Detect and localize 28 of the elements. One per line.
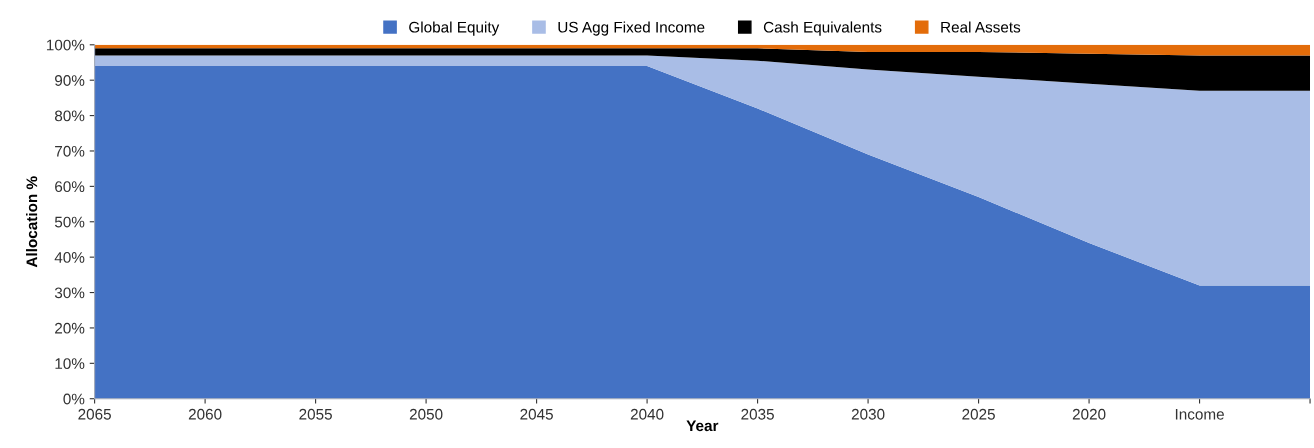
y-tick-label: 100%: [46, 39, 85, 51]
y-tick-label: 90%: [55, 75, 85, 86]
y-axis-title: Allocation %: [26, 176, 38, 268]
y-tick-label: 80%: [54, 110, 85, 122]
y-tick-label: 40%: [54, 252, 85, 263]
x-tick-label: 2020: [1072, 408, 1106, 420]
y-tick-label: 0%: [63, 393, 85, 405]
x-tick-label: Income: [1175, 409, 1224, 420]
legend-label: US Agg Fixed Income: [558, 21, 705, 36]
x-tick-label: 2035: [741, 408, 774, 420]
y-tick-label: 70%: [55, 145, 85, 157]
x-tick-label: 2030: [851, 408, 885, 420]
x-axis-title: Year: [686, 420, 719, 432]
x-tick-label: 2065: [78, 408, 111, 420]
y-tick-label: 50%: [54, 216, 85, 228]
x-tick-label: 2050: [409, 408, 443, 420]
y-tick-label: 10%: [55, 358, 85, 370]
x-tick-label: 2060: [188, 408, 222, 420]
y-tick-label: 20%: [55, 322, 85, 334]
y-tick-label: 30%: [54, 287, 85, 299]
y-tick-label: 60%: [55, 181, 85, 193]
x-tick-label: 2025: [962, 408, 995, 420]
legend-label: Global Equity: [409, 21, 500, 36]
x-tick-label: 2045: [520, 408, 553, 420]
legend-label: Real Assets: [941, 21, 1021, 33]
legend-label: Cash Equivalents: [763, 21, 882, 36]
x-tick-label: 2040: [630, 408, 664, 420]
x-tick-label: 2055: [299, 408, 332, 420]
